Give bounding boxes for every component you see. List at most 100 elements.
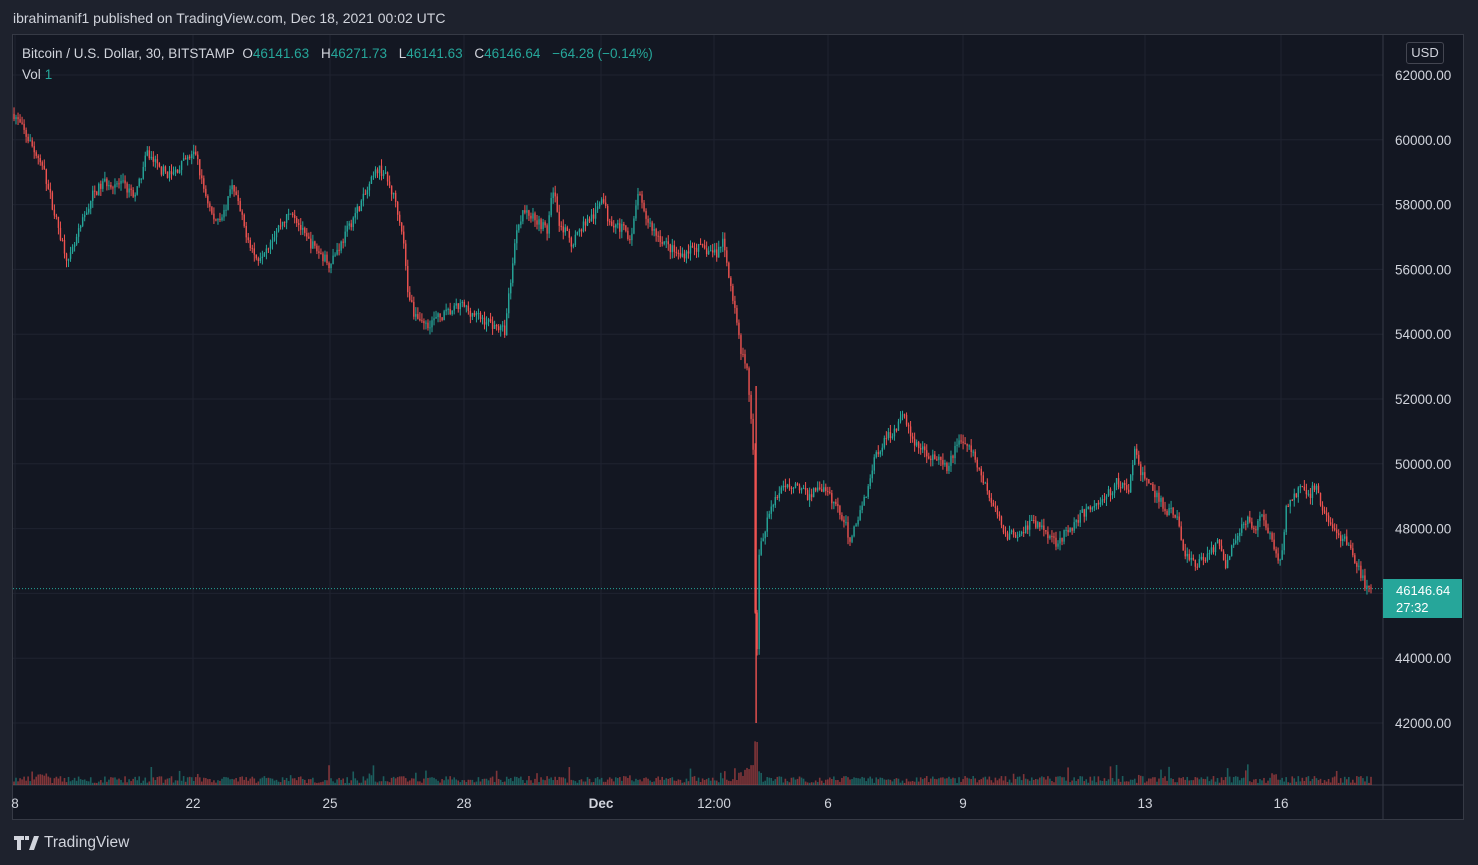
volume-bar (869, 776, 872, 785)
ohlc-legend: Bitcoin / U.S. Dollar, 30, BITSTAMP O461… (22, 46, 661, 61)
candle-body (1253, 527, 1255, 530)
volume-bar (475, 781, 478, 785)
candle-body (338, 249, 340, 251)
volume-bar (247, 780, 250, 785)
candle-body (1257, 520, 1259, 531)
volume-bar (915, 777, 918, 785)
volume-bar (1366, 776, 1368, 785)
candle-body (405, 243, 407, 266)
candle-body (186, 156, 189, 160)
candle-body (316, 245, 318, 252)
volume-bar (540, 777, 542, 785)
volume-bar (229, 779, 231, 785)
candle-body (659, 235, 661, 243)
candle-body (388, 181, 391, 186)
candle-body (471, 313, 474, 317)
grid-lines (13, 35, 1464, 820)
volume-bar (13, 781, 15, 785)
time-tick-label: 13 (1137, 796, 1152, 811)
candle-body (469, 310, 472, 317)
candle-body (1220, 545, 1223, 552)
candle-body (798, 485, 801, 491)
volume-bar (588, 778, 591, 785)
candle-body (23, 123, 25, 130)
candle-body (41, 162, 43, 166)
candle-body (1129, 475, 1132, 493)
candle-body (847, 522, 849, 538)
volume-bar (873, 782, 876, 785)
volume-bar (1041, 776, 1043, 785)
volume-bar (164, 779, 167, 785)
volume-bar (578, 780, 581, 785)
candle-body (1154, 490, 1156, 498)
volume-bar (1329, 782, 1332, 785)
candle-body (812, 488, 815, 498)
candle-body (695, 248, 698, 252)
volume-bar (1313, 776, 1316, 785)
volume-bar (1119, 781, 1122, 785)
bar-countdown: 27:32 (1396, 600, 1429, 615)
volume-bar (942, 777, 944, 785)
volume-bar (891, 781, 894, 785)
candle-body (1206, 553, 1209, 561)
volume-bar (839, 781, 841, 785)
volume-bar (423, 778, 425, 785)
candle-body (102, 181, 104, 189)
volume-bar (257, 781, 260, 785)
currency-button[interactable]: USD (1406, 42, 1444, 64)
candle-body (459, 303, 461, 310)
volume-bar (473, 782, 476, 785)
candle-body (960, 440, 962, 442)
candle-body (348, 223, 350, 226)
volume-bar (740, 772, 742, 785)
volume-bar (41, 774, 44, 785)
volume-bar (1006, 781, 1009, 785)
candle-body (239, 201, 241, 212)
candle-body (1226, 559, 1229, 568)
candle-body (1186, 553, 1188, 557)
volume-bar (85, 780, 88, 785)
candle-body (162, 166, 165, 175)
candle-body (784, 485, 787, 488)
candle-body (974, 451, 976, 460)
volume-bar (619, 777, 621, 785)
volume-bar (33, 779, 35, 785)
volume-bar (447, 779, 449, 785)
volume-bar (1277, 779, 1279, 785)
tradingview-logo[interactable]: TradingView (14, 834, 129, 852)
volume-bar (342, 778, 344, 785)
candle-body (1228, 556, 1231, 560)
volume-bar (1230, 782, 1233, 785)
candle-body (1293, 493, 1295, 501)
candle-body (1119, 487, 1122, 489)
volume-bar (485, 778, 488, 785)
candle-body (911, 436, 914, 439)
candle-body (562, 226, 564, 233)
volume-bar (122, 782, 124, 785)
volume-bar (623, 776, 625, 785)
candle-body (728, 262, 730, 278)
volume-bar (990, 780, 993, 785)
candle-body (1214, 543, 1217, 553)
candle-body (687, 251, 690, 254)
candle-body (1301, 485, 1304, 487)
volume-bar (594, 778, 597, 785)
candle-body (1184, 550, 1186, 557)
candle-body (936, 459, 938, 461)
candle-body (774, 497, 776, 506)
candle-body (291, 213, 294, 216)
volume-bar (1345, 779, 1348, 785)
candle-body (849, 537, 851, 542)
close-label: C (474, 46, 485, 61)
candle-body (1222, 551, 1225, 561)
candle-body (972, 451, 974, 453)
volume-bar (1232, 777, 1235, 785)
candle-body (897, 421, 900, 431)
volume-bar (1253, 779, 1255, 785)
candle-body (926, 450, 928, 457)
volume-bar (136, 780, 138, 785)
volume-bar (1275, 774, 1277, 785)
candle-body (285, 214, 288, 223)
candle-body (604, 202, 607, 206)
